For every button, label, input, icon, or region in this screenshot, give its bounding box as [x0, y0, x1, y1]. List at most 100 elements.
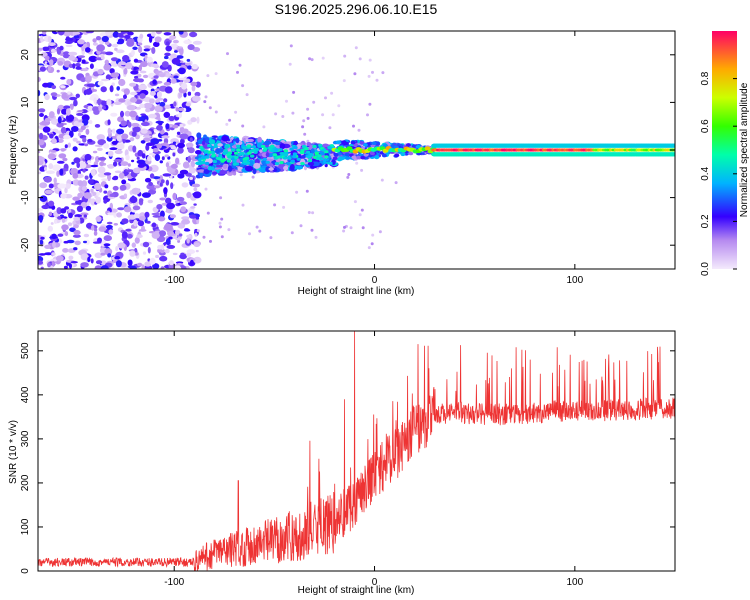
noise-speck	[121, 133, 129, 140]
noise-speck	[65, 44, 73, 48]
converging-halo	[351, 155, 357, 160]
sparse-speck	[357, 128, 361, 132]
noise-speck	[81, 180, 88, 188]
spectrogram-x-tick-label: 100	[566, 275, 583, 286]
noise-speck	[68, 51, 78, 56]
noise-speck	[57, 116, 62, 124]
noise-speck	[65, 37, 74, 42]
noise-speck	[73, 224, 79, 229]
noise-speck	[110, 72, 120, 78]
noise-speck	[44, 55, 50, 61]
sparse-speck	[241, 203, 245, 207]
noise-speck	[86, 83, 96, 88]
noise-speck	[101, 35, 109, 43]
sparse-speck	[258, 229, 262, 233]
noise-speck	[68, 96, 78, 101]
noise-speck	[129, 196, 138, 204]
noise-speck	[116, 86, 120, 91]
transition-peak	[312, 144, 317, 149]
noise-speck	[80, 77, 87, 83]
carrier-halo	[671, 152, 675, 157]
noise-speck	[165, 197, 172, 204]
transition-peak	[210, 151, 216, 155]
transition-peak	[283, 153, 289, 157]
noise-speck	[50, 92, 58, 97]
noise-speck	[47, 65, 52, 71]
noise-speck	[94, 182, 102, 190]
sparse-speck	[331, 113, 335, 117]
noise-speck	[195, 216, 200, 220]
noise-speck	[60, 53, 64, 56]
transition-peak	[236, 144, 241, 148]
sparse-speck	[352, 124, 355, 128]
converging-halo	[362, 143, 368, 147]
noise-speck	[154, 36, 162, 43]
noise-speck	[114, 149, 123, 155]
transition-speck	[271, 160, 276, 164]
sparse-speck	[228, 118, 232, 122]
noise-speck	[121, 231, 128, 239]
noise-speck	[99, 161, 105, 167]
noise-speck	[189, 137, 193, 143]
snr-frame	[37, 330, 676, 572]
sparse-speck	[274, 112, 278, 116]
noise-speck	[137, 262, 143, 267]
noise-speck	[155, 254, 160, 259]
noise-speck	[88, 120, 93, 124]
sparse-speck	[301, 125, 305, 129]
noise-speck	[193, 256, 202, 264]
converging-halo	[344, 156, 350, 160]
noise-speck	[52, 164, 61, 171]
noise-speck	[97, 68, 104, 75]
noise-speck	[39, 113, 44, 117]
noise-speck	[107, 119, 111, 126]
noise-speck	[50, 259, 58, 262]
transition-speck	[259, 149, 263, 153]
transition-peak	[232, 162, 238, 166]
transition-speck	[248, 160, 254, 167]
noise-speck	[177, 77, 187, 81]
noise-speck	[152, 215, 161, 218]
noise-speck	[73, 35, 80, 39]
noise-speck	[92, 42, 98, 46]
noise-speck	[163, 111, 171, 118]
noise-speck	[91, 169, 96, 177]
transition-peak	[227, 155, 233, 159]
noise-speck	[187, 155, 191, 163]
noise-speck	[64, 206, 70, 210]
converging-halo	[360, 155, 366, 160]
noise-speck	[157, 117, 161, 122]
noise-speck	[165, 162, 170, 168]
noise-speck	[44, 189, 53, 195]
noise-speck	[171, 57, 181, 65]
noise-speck	[158, 73, 166, 78]
noise-speck	[131, 122, 140, 127]
noise-speck	[44, 94, 50, 101]
noise-speck	[166, 202, 176, 210]
noise-speck	[73, 229, 81, 236]
noise-speck	[47, 153, 56, 160]
noise-speck	[122, 55, 130, 62]
noise-speck	[157, 216, 166, 222]
noise-speck	[124, 110, 131, 117]
noise-speck	[138, 45, 143, 54]
noise-speck	[153, 41, 160, 47]
sparse-speck	[208, 106, 212, 110]
noise-speck	[134, 237, 140, 244]
noise-speck	[195, 249, 199, 253]
transition-speck	[221, 135, 230, 142]
transition-peak	[318, 143, 323, 148]
transition-peak	[324, 155, 329, 159]
transition-peak	[250, 154, 255, 158]
noise-speck	[105, 31, 113, 36]
noise-speck	[147, 199, 153, 204]
noise-speck	[97, 166, 106, 174]
transition-speck	[265, 152, 270, 158]
transition-speck	[195, 150, 202, 155]
noise-speck	[63, 240, 69, 244]
noise-speck	[95, 36, 102, 41]
noise-speck	[140, 113, 146, 116]
noise-speck	[95, 196, 102, 204]
transition-speck	[203, 169, 210, 175]
sparse-speck	[202, 235, 206, 239]
